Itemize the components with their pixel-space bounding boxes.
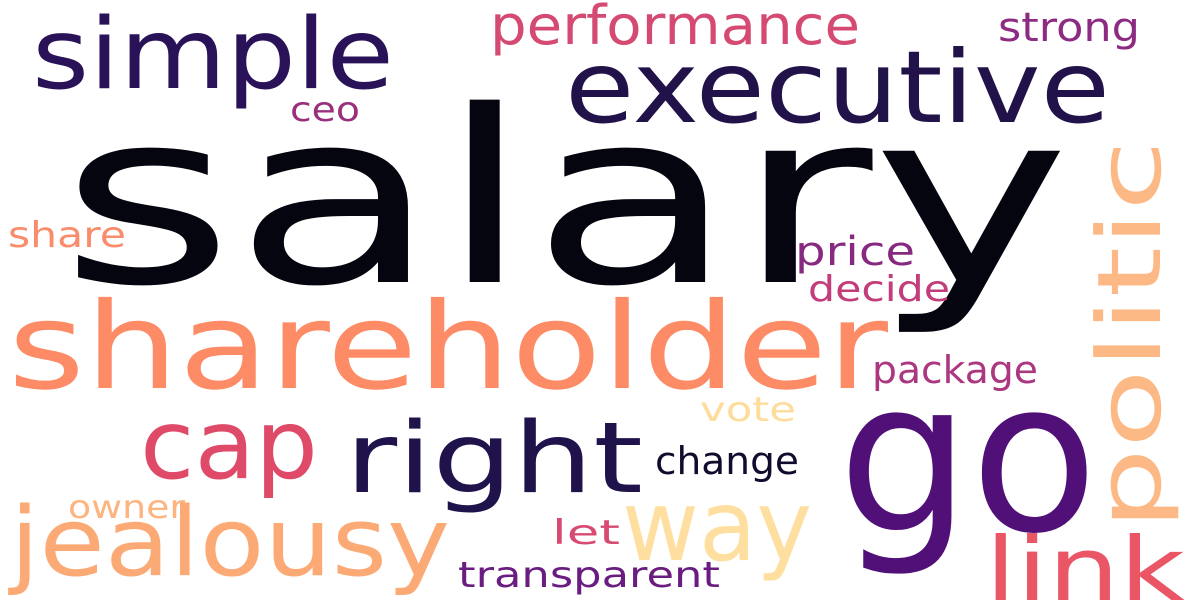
word-politic: politic (1078, 140, 1181, 530)
word-change: change (655, 439, 799, 483)
word-decide: decide (808, 269, 950, 310)
word-link: link (985, 518, 1185, 600)
word-jealousy: jealousy (8, 488, 450, 598)
word-vote: vote (700, 390, 796, 430)
word-go: go (838, 335, 1098, 580)
word-salary: salary (60, 59, 1070, 339)
word-let: let (552, 513, 620, 553)
word-cap: cap (140, 389, 318, 501)
word-way: way (622, 470, 812, 584)
word-share: share (8, 215, 126, 256)
word-performance: performance (490, 0, 860, 57)
word-shareholder: shareholder (8, 278, 889, 417)
word-price: price (795, 229, 915, 275)
word-package: package (872, 348, 1038, 392)
word-transparent: transparent (458, 555, 720, 596)
word-owner: owner (68, 488, 186, 526)
word-right: right (345, 402, 643, 516)
word-executive: executive (565, 29, 1110, 146)
word-simple: simple (32, 0, 394, 112)
word-strong: strong (998, 5, 1140, 51)
word-ceo: ceo (290, 90, 360, 130)
